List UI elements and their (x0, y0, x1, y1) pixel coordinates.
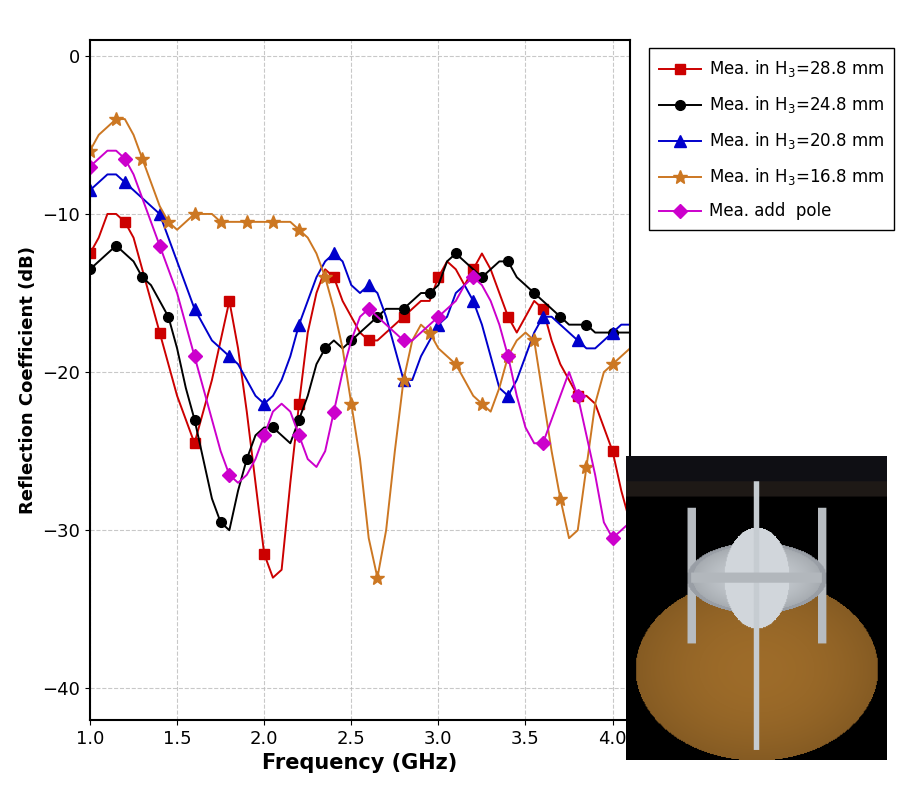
Mea. in H$_3$=28.8 mm (355, 328, 365, 338)
Mea. add  pole (608, 534, 618, 543)
Mea. in H$_3$=16.8 mm (616, 351, 626, 361)
Mea. in H$_3$=20.8 mm (355, 288, 365, 298)
Mea. in H$_3$=20.8 mm (372, 288, 382, 298)
Mea. in H$_3$=24.8 mm (476, 273, 487, 282)
Mea. in H$_3$=28.8 mm (241, 407, 252, 417)
Mea. in H$_3$=28.8 mm (259, 549, 270, 558)
Legend: Mea. in H$_3$=28.8 mm, Mea. in H$_3$=24.8 mm, Mea. in H$_3$=20.8 mm, Mea. in H$_: Mea. in H$_3$=28.8 mm, Mea. in H$_3$=24.… (649, 48, 895, 230)
Mea. in H$_3$=16.8 mm (111, 114, 122, 124)
Mea. in H$_3$=24.8 mm (224, 526, 235, 535)
Y-axis label: Reflection Coefficient (dB): Reflection Coefficient (dB) (19, 246, 37, 514)
Line: Mea. in H$_3$=16.8 mm: Mea. in H$_3$=16.8 mm (83, 112, 637, 585)
Mea. in H$_3$=16.8 mm (364, 534, 374, 543)
Mea. in H$_3$=16.8 mm (625, 343, 635, 353)
Mea. in H$_3$=16.8 mm (241, 217, 252, 226)
Mea. in H$_3$=24.8 mm (85, 265, 95, 274)
Mea. in H$_3$=28.8 mm (267, 573, 278, 582)
Line: Mea. in H$_3$=20.8 mm: Mea. in H$_3$=20.8 mm (85, 169, 635, 410)
Mea. in H$_3$=16.8 mm (346, 399, 356, 409)
Mea. in H$_3$=28.8 mm (625, 518, 635, 527)
Mea. in H$_3$=28.8 mm (616, 486, 626, 495)
Mea. in H$_3$=24.8 mm (625, 328, 635, 338)
Mea. in H$_3$=24.8 mm (616, 328, 626, 338)
Mea. in H$_3$=20.8 mm (259, 399, 270, 409)
X-axis label: Frequency (GHz): Frequency (GHz) (263, 754, 457, 774)
Mea. in H$_3$=20.8 mm (267, 391, 278, 401)
Mea. add  pole (625, 518, 635, 527)
Mea. add  pole (468, 273, 479, 282)
Mea. in H$_3$=24.8 mm (250, 430, 261, 440)
Line: Mea. add  pole: Mea. add pole (86, 146, 634, 543)
Line: Mea. in H$_3$=28.8 mm: Mea. in H$_3$=28.8 mm (86, 209, 634, 582)
Mea. in H$_3$=28.8 mm (85, 249, 95, 258)
Mea. in H$_3$=20.8 mm (476, 320, 487, 330)
Line: Mea. in H$_3$=24.8 mm: Mea. in H$_3$=24.8 mm (86, 241, 634, 535)
Mea. add  pole (85, 162, 95, 171)
Mea. add  pole (616, 526, 626, 535)
Mea. add  pole (102, 146, 112, 155)
Mea. add  pole (346, 336, 356, 346)
Mea. in H$_3$=28.8 mm (476, 249, 487, 258)
Mea. in H$_3$=24.8 mm (267, 422, 278, 432)
Mea. in H$_3$=24.8 mm (355, 328, 365, 338)
Mea. in H$_3$=24.8 mm (372, 312, 382, 322)
Mea. in H$_3$=28.8 mm (372, 336, 382, 346)
Mea. in H$_3$=28.8 mm (102, 209, 112, 218)
Mea. add  pole (364, 304, 374, 314)
Mea. in H$_3$=20.8 mm (625, 320, 635, 330)
Mea. add  pole (241, 470, 252, 480)
Mea. in H$_3$=20.8 mm (616, 320, 626, 330)
Mea. in H$_3$=20.8 mm (102, 170, 112, 179)
Mea. in H$_3$=24.8 mm (111, 241, 122, 250)
Mea. in H$_3$=16.8 mm (259, 217, 270, 226)
Mea. in H$_3$=20.8 mm (85, 186, 95, 195)
Mea. in H$_3$=20.8 mm (241, 375, 252, 385)
Mea. in H$_3$=16.8 mm (372, 573, 382, 582)
Mea. add  pole (259, 430, 270, 440)
Mea. in H$_3$=16.8 mm (85, 146, 95, 155)
Mea. in H$_3$=16.8 mm (476, 399, 487, 409)
